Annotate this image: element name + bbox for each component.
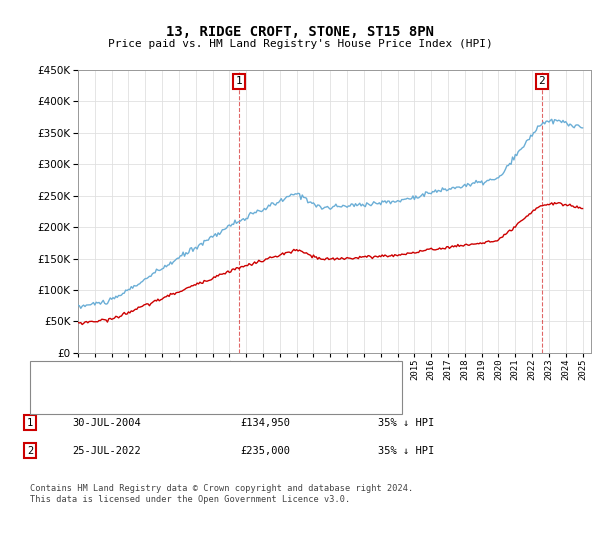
Text: 30-JUL-2004: 30-JUL-2004 bbox=[72, 418, 141, 428]
Text: 2: 2 bbox=[27, 446, 33, 456]
Text: 1: 1 bbox=[236, 76, 242, 86]
Text: 2: 2 bbox=[538, 76, 545, 86]
Text: 13, RIDGE CROFT, STONE, ST15 8PN (detached house): 13, RIDGE CROFT, STONE, ST15 8PN (detach… bbox=[69, 370, 357, 380]
Text: Price paid vs. HM Land Registry's House Price Index (HPI): Price paid vs. HM Land Registry's House … bbox=[107, 39, 493, 49]
Text: ——: —— bbox=[39, 368, 54, 382]
Text: 13, RIDGE CROFT, STONE, ST15 8PN: 13, RIDGE CROFT, STONE, ST15 8PN bbox=[166, 25, 434, 39]
Text: 25-JUL-2022: 25-JUL-2022 bbox=[72, 446, 141, 456]
Text: HPI: Average price, detached house, Stafford: HPI: Average price, detached house, Staf… bbox=[69, 393, 328, 403]
Text: £134,950: £134,950 bbox=[240, 418, 290, 428]
Text: ——: —— bbox=[39, 391, 54, 404]
Text: Contains HM Land Registry data © Crown copyright and database right 2024.
This d: Contains HM Land Registry data © Crown c… bbox=[30, 484, 413, 504]
Text: £235,000: £235,000 bbox=[240, 446, 290, 456]
Text: 35% ↓ HPI: 35% ↓ HPI bbox=[378, 446, 434, 456]
Text: 35% ↓ HPI: 35% ↓ HPI bbox=[378, 418, 434, 428]
Text: 1: 1 bbox=[27, 418, 33, 428]
